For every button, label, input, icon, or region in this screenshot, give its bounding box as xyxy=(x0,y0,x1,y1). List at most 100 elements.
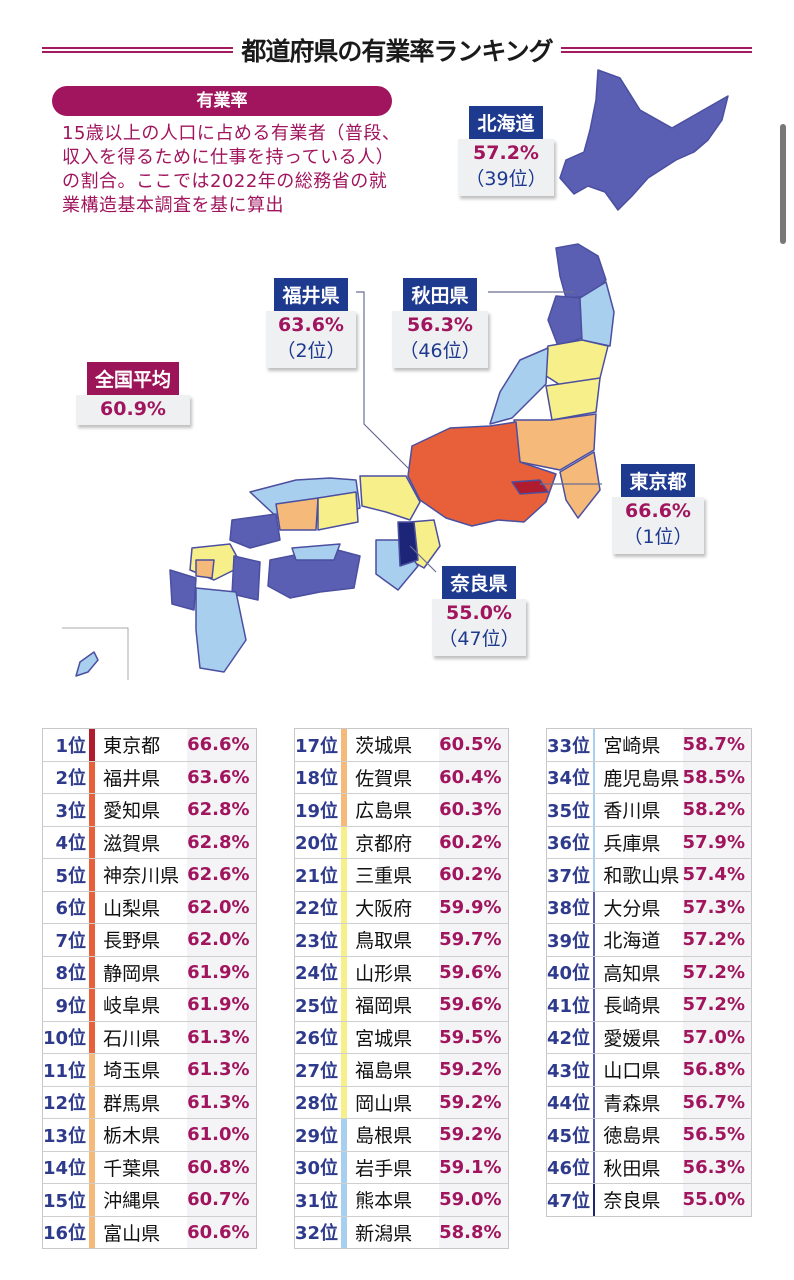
color-band-stripe xyxy=(89,1216,96,1249)
table-row: 42位 愛媛県 57.0% xyxy=(546,1021,752,1054)
table-row: 10位 石川県 61.3% xyxy=(42,1021,257,1054)
table-row: 6位 山梨県 62.0% xyxy=(42,891,257,924)
region-okayama xyxy=(317,491,359,531)
prefecture-cell: 熊本県 xyxy=(347,1183,440,1217)
table-row: 35位 香川県 58.2% xyxy=(546,793,752,827)
table-row: 1位 東京都 66.6% xyxy=(42,728,257,762)
table-row: 44位 青森県 56.7% xyxy=(546,1086,752,1119)
table-row: 37位 和歌山県 57.4% xyxy=(546,858,752,892)
color-band-stripe xyxy=(593,728,596,762)
prefecture-cell: 佐賀県 xyxy=(347,761,440,794)
color-band-stripe xyxy=(593,956,596,989)
prefecture-cell: 福井県 xyxy=(95,761,188,794)
region-chiba xyxy=(559,451,601,519)
callout-national-name: 全国平均 xyxy=(86,362,179,395)
rank-cell: 30位 xyxy=(294,1151,342,1184)
rank-cell: 1位 xyxy=(42,728,90,762)
rank-cell: 27位 xyxy=(294,1053,342,1087)
prefecture-cell: 大阪府 xyxy=(347,891,440,924)
color-band-stripe xyxy=(341,728,348,762)
table-row: 31位 熊本県 59.0% xyxy=(294,1183,509,1217)
rank-cell: 34位 xyxy=(546,761,594,794)
table-row: 5位 神奈川県 62.6% xyxy=(42,858,257,892)
rank-cell: 33位 xyxy=(546,728,594,762)
value-cell: 57.4% xyxy=(682,858,752,892)
rank-cell: 4位 xyxy=(42,826,90,859)
color-band-stripe xyxy=(89,988,96,1022)
value-cell: 59.7% xyxy=(439,923,509,957)
color-band-stripe xyxy=(89,1086,96,1119)
title-row: 都道府県の有業率ランキング xyxy=(42,30,753,70)
table-row: 24位 山形県 59.6% xyxy=(294,956,509,989)
color-band-stripe xyxy=(341,1151,348,1184)
rank-cell: 45位 xyxy=(546,1118,594,1152)
scrollbar[interactable] xyxy=(780,124,786,244)
table-row: 21位 三重県 60.2% xyxy=(294,858,509,892)
value-cell: 58.8% xyxy=(439,1216,509,1249)
table-row: 25位 福岡県 59.6% xyxy=(294,988,509,1022)
table-row: 32位 新潟県 58.8% xyxy=(295,1216,509,1249)
table-row: 47位 奈良県 55.0% xyxy=(547,1183,752,1216)
rank-cell: 21位 xyxy=(294,858,342,892)
rank-cell: 20位 xyxy=(294,826,342,859)
callout-national-pct: 60.9% xyxy=(100,398,166,420)
prefecture-cell: 山口県 xyxy=(595,1053,683,1087)
value-cell: 61.9% xyxy=(187,988,257,1022)
leader-fukui xyxy=(356,291,411,471)
rank-cell: 9位 xyxy=(42,988,90,1022)
region-iwate xyxy=(579,281,615,347)
rank-cell: 32位 xyxy=(295,1223,339,1245)
table-row: 16位 富山県 60.6% xyxy=(43,1216,257,1249)
callout-hokkaido-rank: （39位） xyxy=(465,168,547,190)
color-band-stripe xyxy=(593,826,596,859)
color-band-stripe xyxy=(341,1021,348,1054)
color-band-stripe xyxy=(89,858,96,892)
value-cell: 59.6% xyxy=(439,988,509,1022)
value-cell: 59.5% xyxy=(439,1021,509,1054)
callout-hokkaido: 北海道 57.2% （39位） xyxy=(458,106,554,196)
value-cell: 57.9% xyxy=(682,826,752,859)
table-row: 30位 岩手県 59.1% xyxy=(294,1151,509,1184)
table-row: 12位 群馬県 61.3% xyxy=(42,1086,257,1119)
rank-cell: 15位 xyxy=(42,1183,90,1217)
prefecture-cell: 宮城県 xyxy=(347,1021,440,1054)
prefecture-cell: 兵庫県 xyxy=(595,826,683,859)
table-row: 34位 鹿児島県 58.5% xyxy=(546,761,752,794)
value-cell: 60.2% xyxy=(439,858,509,892)
prefecture-cell: 富山県 xyxy=(103,1222,161,1245)
prefecture-cell: 長崎県 xyxy=(595,988,683,1022)
value-cell: 59.2% xyxy=(439,1118,509,1152)
value-cell: 56.5% xyxy=(682,1118,752,1152)
table-row: 2位 福井県 63.6% xyxy=(42,761,257,794)
prefecture-cell: 秋田県 xyxy=(595,1151,683,1184)
region-kyushu-south xyxy=(195,587,247,673)
color-band-stripe xyxy=(89,1053,96,1087)
prefecture-cell: 宮崎県 xyxy=(595,728,683,762)
prefecture-cell: 静岡県 xyxy=(95,956,188,989)
prefecture-cell: 沖縄県 xyxy=(95,1183,188,1217)
color-band-stripe xyxy=(89,1151,96,1184)
value-cell: 55.0% xyxy=(682,1183,752,1216)
color-band-stripe xyxy=(341,793,348,827)
table-row: 22位 大阪府 59.9% xyxy=(294,891,509,924)
value-cell: 57.3% xyxy=(682,891,752,924)
callout-akita-name: 秋田県 xyxy=(403,278,477,311)
prefecture-cell: 三重県 xyxy=(347,858,440,892)
color-band-stripe xyxy=(593,891,596,924)
rank-cell: 23位 xyxy=(294,923,342,957)
table-row: 29位 島根県 59.2% xyxy=(294,1118,509,1152)
color-band-stripe xyxy=(89,1118,96,1152)
color-band-stripe xyxy=(89,826,96,859)
rank-cell: 29位 xyxy=(294,1118,342,1152)
prefecture-cell: 千葉県 xyxy=(95,1151,188,1184)
color-band-stripe xyxy=(341,956,348,989)
leader-nara xyxy=(409,545,437,573)
rank-cell: 36位 xyxy=(546,826,594,859)
color-band-stripe xyxy=(89,728,96,762)
page-title: 都道府県の有業率ランキング xyxy=(241,37,553,66)
table-row: 9位 岐阜県 61.9% xyxy=(42,988,257,1022)
rank-cell: 10位 xyxy=(42,1021,90,1054)
region-akita xyxy=(547,295,583,347)
color-band-stripe xyxy=(593,761,596,794)
value-cell: 63.6% xyxy=(187,761,257,794)
